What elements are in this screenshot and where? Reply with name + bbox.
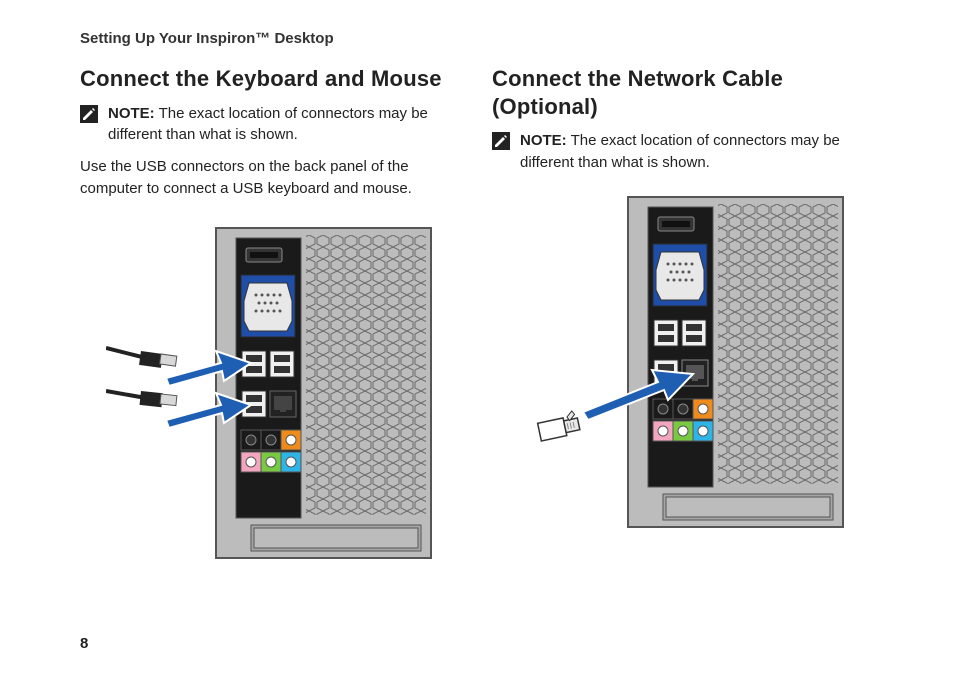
page-number: 8 — [80, 635, 88, 652]
page-header: Setting Up Your Inspiron™ Desktop — [80, 30, 874, 47]
note-body: The exact location of connectors may be … — [520, 132, 840, 171]
right-note-text: NOTE: The exact location of connectors m… — [520, 130, 874, 174]
audio-jacks-bottom — [241, 452, 301, 472]
pencil-note-icon — [80, 105, 98, 123]
content-columns: Connect the Keyboard and Mouse NOTE: The… — [80, 65, 874, 563]
left-diagram — [80, 223, 462, 563]
right-note: NOTE: The exact location of connectors m… — [492, 130, 874, 174]
right-column: Connect the Network Cable (Optional) NOT… — [492, 65, 874, 563]
right-diagram — [492, 192, 874, 563]
ethernet-cable-plug — [537, 410, 581, 441]
audio-jacks-top — [241, 430, 301, 450]
left-body-text: Use the USB connectors on the back panel… — [80, 156, 462, 200]
keyboard-mouse-diagram — [106, 223, 436, 563]
left-column: Connect the Keyboard and Mouse NOTE: The… — [80, 65, 462, 563]
note-label: NOTE: — [520, 132, 567, 149]
left-note: NOTE: The exact location of connectors m… — [80, 103, 462, 147]
note-body: The exact location of connectors may be … — [108, 105, 428, 144]
right-section-title: Connect the Network Cable (Optional) — [492, 65, 874, 120]
note-label: NOTE: — [108, 105, 155, 122]
pencil-note-icon — [492, 132, 510, 150]
usb-cable-top — [106, 348, 177, 368]
left-section-title: Connect the Keyboard and Mouse — [80, 65, 462, 93]
left-note-text: NOTE: The exact location of connectors m… — [108, 103, 462, 147]
network-cable-diagram — [518, 192, 848, 532]
usb-cable-bottom — [106, 391, 177, 407]
